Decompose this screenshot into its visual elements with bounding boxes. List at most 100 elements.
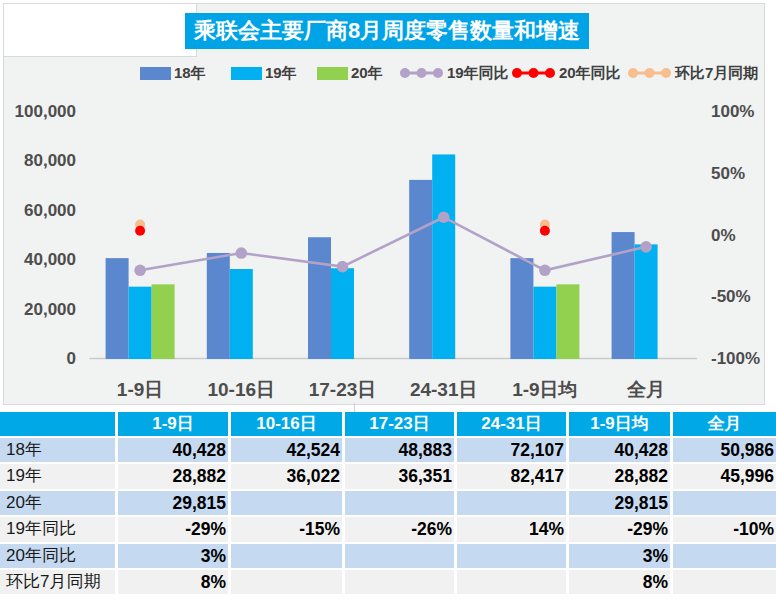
left-axis-label: 40,000 — [24, 250, 76, 269]
legend-item-20年: 20年 — [317, 64, 383, 82]
value-cell[interactable] — [673, 570, 776, 596]
value-cell[interactable] — [345, 544, 457, 570]
corner-box — [4, 4, 197, 57]
point-19同比 — [134, 265, 146, 277]
chart-title: 乘联会主要厂商8月周度零售数量和增速 — [185, 13, 589, 49]
row-label[interactable]: 19年同比 — [0, 517, 118, 543]
category-label: 1-9日 — [117, 379, 163, 400]
legend-label: 18年 — [174, 64, 206, 83]
legend-label: 环比7月同期 — [675, 64, 758, 83]
legend-label: 19年同比 — [447, 64, 509, 83]
point-19同比 — [539, 265, 551, 277]
value-cell[interactable]: 50,986 — [673, 438, 776, 464]
header-cell[interactable]: 17-23日 — [345, 412, 457, 438]
right-axis-label: 0% — [711, 226, 736, 245]
value-cell[interactable] — [673, 544, 776, 570]
legend-item-20年同比: 20年同比 — [511, 64, 621, 82]
header-cell[interactable]: 全月 — [673, 412, 776, 438]
value-cell[interactable]: 48,883 — [345, 438, 457, 464]
category-label: 10-16日 — [207, 379, 275, 400]
left-axis-label: 0 — [67, 349, 76, 368]
value-cell[interactable]: 8% — [118, 570, 231, 596]
bar-19年 — [129, 287, 152, 359]
data-table: 1-9日10-16日17-23日24-31日1-9日均全月18年40,42842… — [0, 412, 776, 596]
bar-20年 — [556, 284, 579, 359]
point-19同比 — [438, 211, 450, 223]
value-cell[interactable]: -15% — [231, 517, 345, 543]
value-cell[interactable]: 8% — [569, 570, 673, 596]
row-label[interactable]: 19年 — [0, 464, 118, 490]
legend-item-环比7月同期: 环比7月同期 — [627, 64, 758, 82]
value-cell[interactable] — [231, 570, 345, 596]
legend-label: 19年 — [265, 64, 297, 83]
point-19同比 — [236, 247, 248, 259]
value-cell[interactable] — [345, 570, 457, 596]
legend-line-marker — [511, 66, 556, 80]
point-20同比 — [540, 226, 550, 236]
value-cell[interactable]: 72,107 — [457, 438, 569, 464]
right-axis-label: 50% — [711, 164, 745, 183]
value-cell[interactable]: 40,428 — [569, 438, 673, 464]
value-cell[interactable]: 3% — [118, 544, 231, 570]
value-cell[interactable]: -10% — [673, 517, 776, 543]
value-cell[interactable]: 36,351 — [345, 464, 457, 490]
bar-18年 — [308, 237, 331, 359]
header-cell[interactable]: 24-31日 — [457, 412, 569, 438]
value-cell[interactable]: 28,882 — [118, 464, 231, 490]
value-cell[interactable]: 14% — [457, 517, 569, 543]
category-label: 全月 — [626, 379, 665, 400]
chart-legend: 18年 19年 20年 19年同比20年同比 环比7月同期 — [0, 64, 776, 82]
header-cell[interactable] — [0, 412, 118, 438]
point-20同比 — [135, 226, 145, 236]
value-cell[interactable]: 40,428 — [118, 438, 231, 464]
value-cell[interactable]: -29% — [569, 517, 673, 543]
row-label[interactable]: 环比7月同期 — [0, 570, 118, 596]
bar-18年 — [106, 258, 129, 359]
value-cell[interactable]: 45,996 — [673, 464, 776, 490]
bar-19年 — [331, 268, 354, 359]
value-cell[interactable]: 29,815 — [118, 491, 231, 517]
bar-19年 — [432, 154, 455, 359]
header-cell[interactable]: 10-16日 — [231, 412, 345, 438]
row-label[interactable]: 20年同比 — [0, 544, 118, 570]
right-axis-label: -100% — [711, 349, 760, 368]
category-label: 17-23日 — [309, 379, 377, 400]
chart-canvas: 100,00080,00060,00040,00020,0000100%50%0… — [0, 0, 776, 410]
bar-18年 — [510, 258, 533, 359]
value-cell[interactable]: 28,882 — [569, 464, 673, 490]
value-cell[interactable]: 3% — [569, 544, 673, 570]
value-cell[interactable] — [673, 491, 776, 517]
value-cell[interactable]: -26% — [345, 517, 457, 543]
right-axis-label: 100% — [711, 102, 754, 121]
legend-line-marker — [399, 66, 444, 80]
value-cell[interactable] — [231, 491, 345, 517]
legend-line-marker — [627, 66, 672, 80]
legend-label: 20年 — [351, 64, 383, 83]
legend-item-19年同比: 19年同比 — [399, 64, 509, 82]
right-axis-label: -50% — [711, 287, 751, 306]
legend-swatch — [317, 67, 348, 80]
bar-19年 — [230, 269, 253, 359]
value-cell[interactable] — [457, 570, 569, 596]
value-cell[interactable] — [231, 544, 345, 570]
legend-swatch — [231, 67, 262, 80]
value-cell[interactable]: -29% — [118, 517, 231, 543]
bar-18年 — [409, 180, 432, 359]
header-cell[interactable]: 1-9日均 — [569, 412, 673, 438]
left-axis-label: 100,000 — [15, 102, 76, 121]
row-label[interactable]: 18年 — [0, 438, 118, 464]
legend-item-19年: 19年 — [231, 64, 297, 82]
value-cell[interactable]: 36,022 — [231, 464, 345, 490]
value-cell[interactable]: 42,524 — [231, 438, 345, 464]
value-cell[interactable] — [457, 544, 569, 570]
left-axis-label: 20,000 — [24, 300, 76, 319]
bar-19年 — [635, 244, 658, 359]
value-cell[interactable]: 29,815 — [569, 491, 673, 517]
value-cell[interactable] — [457, 491, 569, 517]
value-cell[interactable]: 82,417 — [457, 464, 569, 490]
header-cell[interactable]: 1-9日 — [118, 412, 231, 438]
left-axis-label: 80,000 — [24, 151, 76, 170]
row-label[interactable]: 20年 — [0, 491, 118, 517]
value-cell[interactable] — [345, 491, 457, 517]
point-19同比 — [337, 261, 349, 273]
